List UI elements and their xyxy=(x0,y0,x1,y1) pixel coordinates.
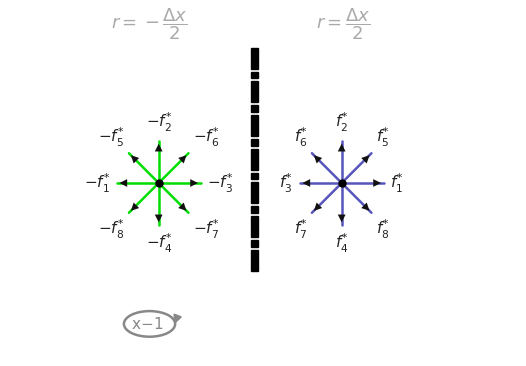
Bar xyxy=(251,139,258,146)
Bar xyxy=(251,240,258,247)
Text: $f_{4}^{*}$: $f_{4}^{*}$ xyxy=(335,232,349,255)
Text: $f_{6}^{*}$: $f_{6}^{*}$ xyxy=(294,126,307,149)
Text: $-f_{5}^{*}$: $-f_{5}^{*}$ xyxy=(98,126,124,149)
Text: $f_{1}^{*}$: $f_{1}^{*}$ xyxy=(390,171,404,195)
Bar xyxy=(251,81,258,102)
Text: $-f_{6}^{*}$: $-f_{6}^{*}$ xyxy=(193,126,219,149)
Bar xyxy=(251,182,258,203)
Text: $r = \dfrac{\Delta x}{2}$: $r = \dfrac{\Delta x}{2}$ xyxy=(316,6,371,42)
Text: $-f_{1}^{*}$: $-f_{1}^{*}$ xyxy=(84,171,110,195)
Text: $-f_{4}^{*}$: $-f_{4}^{*}$ xyxy=(146,232,172,255)
Bar xyxy=(251,72,258,78)
Text: $-f_{3}^{*}$: $-f_{3}^{*}$ xyxy=(207,171,234,195)
Text: $\mathsf{x\!-\!1}$: $\mathsf{x\!-\!1}$ xyxy=(131,316,164,332)
Text: $f_{8}^{*}$: $f_{8}^{*}$ xyxy=(376,217,390,240)
Text: $f_{5}^{*}$: $f_{5}^{*}$ xyxy=(376,126,390,149)
Bar xyxy=(251,149,258,170)
Text: $-f_{7}^{*}$: $-f_{7}^{*}$ xyxy=(193,217,219,240)
Text: $-f_{2}^{*}$: $-f_{2}^{*}$ xyxy=(146,111,172,134)
Bar xyxy=(251,48,258,69)
Text: $f_{2}^{*}$: $f_{2}^{*}$ xyxy=(335,111,349,134)
Text: $f_{7}^{*}$: $f_{7}^{*}$ xyxy=(294,217,307,240)
Text: $r = -\dfrac{\Delta x}{2}$: $r = -\dfrac{\Delta x}{2}$ xyxy=(111,6,188,42)
Bar xyxy=(251,173,258,179)
Bar xyxy=(251,115,258,136)
Text: $-f_{8}^{*}$: $-f_{8}^{*}$ xyxy=(98,217,124,240)
Bar xyxy=(251,216,258,237)
Bar xyxy=(251,250,258,271)
Bar xyxy=(251,105,258,112)
Text: $f_{3}^{*}$: $f_{3}^{*}$ xyxy=(279,171,293,195)
Bar xyxy=(251,206,258,213)
